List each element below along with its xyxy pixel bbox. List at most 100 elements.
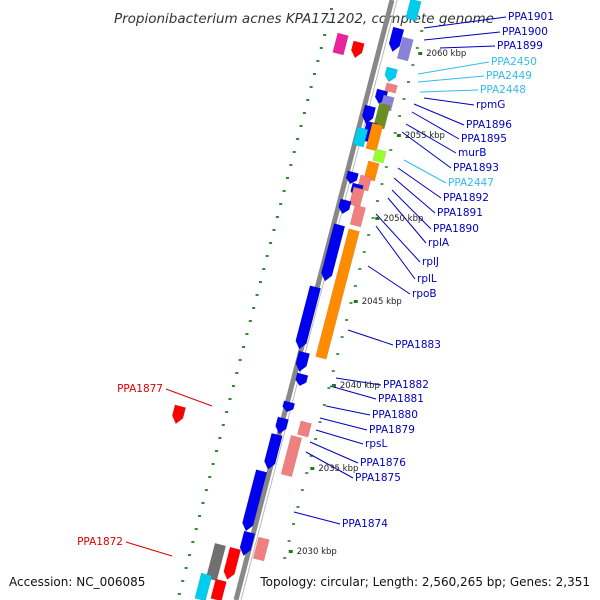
gene-label: PPA1899 <box>497 40 543 52</box>
leader-line <box>315 429 364 445</box>
gene-label: PPA1890 <box>433 223 479 235</box>
gene-feature <box>405 0 422 22</box>
leader-line <box>405 123 457 154</box>
gene-label: PPA1881 <box>378 393 424 405</box>
gc-tick <box>289 164 293 166</box>
gene-feature <box>345 170 359 185</box>
gc-tick <box>318 421 322 423</box>
gene-feature <box>351 40 365 59</box>
gene-label: PPA1891 <box>437 207 483 219</box>
gene-feature <box>384 66 398 83</box>
gc-tick <box>300 489 304 491</box>
scale-label: 2045 kbp <box>362 297 402 307</box>
gene-feature <box>264 432 283 470</box>
gc-tick <box>314 438 318 440</box>
gc-tick <box>252 307 256 309</box>
gc-tick <box>384 166 388 168</box>
gene-feature <box>242 469 268 532</box>
gc-tick <box>331 370 335 372</box>
gene-label: PPA1876 <box>360 457 406 469</box>
gene-feature <box>295 372 309 387</box>
gene-label: murB <box>458 147 486 159</box>
scale-tick <box>288 550 293 553</box>
leader-line <box>309 441 359 464</box>
gene-features <box>172 0 422 600</box>
leader-line <box>367 265 411 295</box>
gene-feature <box>352 126 369 148</box>
gc-tick <box>336 353 340 355</box>
gc-tick <box>184 567 188 569</box>
gc-tick <box>242 346 246 348</box>
leader-line <box>403 159 447 184</box>
leader-line <box>391 189 432 230</box>
gene-feature <box>362 104 376 125</box>
gene-feature <box>295 285 322 350</box>
gc-tick <box>367 234 371 236</box>
gc-tick <box>275 216 279 218</box>
gene-label: PPA1883 <box>395 339 441 351</box>
gc-tick <box>393 132 397 134</box>
gene-label: PPA2448 <box>480 84 526 96</box>
scale-tick <box>418 52 423 55</box>
gene-feature <box>252 536 270 562</box>
leader-line <box>347 329 394 346</box>
gc-tick <box>306 99 310 101</box>
leader-line <box>387 197 427 244</box>
gene-label: PPA1895 <box>461 133 507 145</box>
gene-label: rpoB <box>412 288 437 300</box>
gc-tick <box>201 502 205 504</box>
gene-feature <box>275 416 289 435</box>
gc-tick <box>380 183 384 185</box>
gene-label: rplL <box>417 273 437 285</box>
gc-tick <box>323 34 327 36</box>
leader-line <box>375 225 416 280</box>
gc-tick <box>283 557 287 559</box>
scale-tick <box>310 467 315 470</box>
gc-tick <box>316 60 320 62</box>
gc-tick <box>282 190 286 192</box>
gc-tick <box>406 81 410 83</box>
scale-label: 2050 kbp <box>383 214 423 224</box>
gc-tick <box>327 387 331 389</box>
gene-feature <box>282 400 296 413</box>
leader-line <box>439 45 496 49</box>
scale-tick <box>396 134 401 137</box>
gc-tick <box>296 138 300 140</box>
leader-line <box>423 31 501 41</box>
gene-label: PPA2450 <box>491 56 537 68</box>
gene-feature <box>388 26 405 53</box>
topology-text: Topology: circular; Length: 2,560,265 bp… <box>259 575 590 589</box>
scale-label: 2040 kbp <box>340 381 380 391</box>
gene-feature <box>295 350 311 373</box>
gc-tick <box>340 336 344 338</box>
gc-tick <box>225 411 229 413</box>
gc-tick <box>198 515 202 517</box>
gene-label: PPA1880 <box>372 409 418 421</box>
gc-tick <box>181 580 185 582</box>
gc-tick <box>411 64 415 66</box>
gc-tick <box>358 268 362 270</box>
leader-line <box>411 111 460 140</box>
gc-tick <box>319 47 323 49</box>
gc-tick <box>299 125 303 127</box>
gene-label: PPA2449 <box>486 70 532 82</box>
gc-tick <box>238 359 242 361</box>
gc-tick <box>218 437 222 439</box>
gene-feature <box>363 160 380 182</box>
scale-tick <box>353 300 358 303</box>
gc-tick <box>362 251 366 253</box>
gene-feature <box>297 420 312 438</box>
gene-feature <box>332 32 349 56</box>
gc-tick <box>398 115 402 117</box>
gc-tick <box>349 302 353 304</box>
gc-tick <box>402 98 406 100</box>
gc-tick <box>302 112 306 114</box>
gc-tick <box>255 294 259 296</box>
gene-label: PPA1901 <box>508 11 554 23</box>
gene-label: PPA1900 <box>502 26 548 38</box>
gene-label: rplA <box>428 237 450 249</box>
leader-line <box>397 167 442 199</box>
leader-line <box>293 511 341 525</box>
gene-feature <box>373 102 391 130</box>
